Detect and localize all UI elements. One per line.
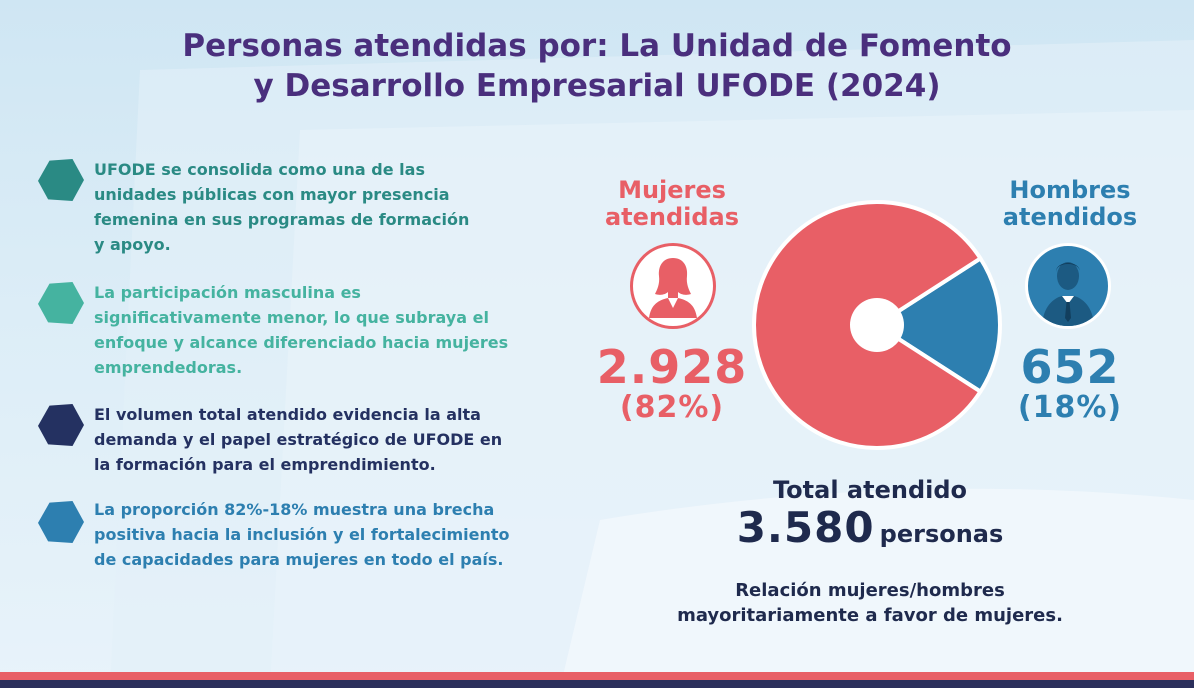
title-line-2: y Desarrollo Empresarial UFODE (2024) (253, 68, 941, 104)
hombres-value-block: 652 (18%) (990, 342, 1150, 424)
hombres-percent: (18%) (1017, 390, 1123, 425)
insight-text-1: UFODE se consolida como una de las unida… (94, 157, 524, 257)
total-unit: personas (879, 520, 1004, 548)
insight-3-line-2: demanda y el papel estratégico de UFODE … (94, 430, 503, 449)
relation-line-1: Relación mujeres/hombres (735, 580, 1005, 601)
insight-item-1: UFODE se consolida como una de las unida… (38, 157, 518, 267)
insight-1-line-3: femenina en sus programas de formación (94, 210, 470, 229)
insight-text-3: El volumen total atendido evidencia la a… (94, 402, 524, 477)
mujeres-percent: (82%) (619, 390, 725, 425)
hombres-label: Hombres atendidos (990, 177, 1150, 231)
insight-4-line-2: positiva hacia la inclusión y el fortale… (94, 525, 510, 544)
relation-line-2: mayoritariamente a favor de mujeres. (677, 605, 1063, 626)
mujeres-value-block: 2.928 (82%) (592, 342, 752, 424)
insight-2-line-3: enfoque y alcance diferenciado hacia muj… (94, 333, 509, 352)
woman-icon (630, 243, 716, 329)
pie-center-hole (850, 298, 904, 352)
insight-1-line-2: unidades públicas con mayor presencia (94, 185, 450, 204)
insight-item-2: La participación masculina es significat… (38, 280, 518, 390)
page-title: Personas atendidas por: La Unidad de Fom… (0, 26, 1194, 106)
hombres-label-line-1: Hombres (1009, 176, 1131, 204)
insight-2-line-2: significativamente menor, lo que subraya… (94, 308, 489, 327)
mujeres-label-line-2: atendidas (604, 203, 740, 231)
man-icon (1025, 243, 1111, 329)
insight-item-4: La proporción 82%-18% muestra una brecha… (38, 497, 518, 607)
pie-slice-hombres (875, 256, 1002, 394)
insight-1-line-1: UFODE se consolida como una de las (94, 160, 425, 179)
insight-text-2: La participación masculina es significat… (94, 280, 524, 380)
footer-stripe-navy (0, 680, 1194, 688)
insight-item-3: El volumen total atendido evidencia la a… (38, 402, 518, 512)
insight-3-line-3: la formación para el emprendimiento. (94, 455, 436, 474)
insight-3-line-1: El volumen total atendido evidencia la a… (94, 405, 481, 424)
insight-1-line-4: y apoyo. (94, 235, 171, 254)
hombres-label-line-2: atendidos (1002, 203, 1138, 231)
insight-2-line-1: La participación masculina es (94, 283, 361, 302)
insight-4-line-3: de capacidades para mujeres en todo el p… (94, 550, 504, 569)
relation-note: Relación mujeres/hombres mayoritariament… (660, 578, 1080, 628)
mujeres-label: Mujeres atendidas (592, 177, 752, 231)
total-label: Total atendido (772, 476, 968, 504)
insight-text-4: La proporción 82%-18% muestra una brecha… (94, 497, 524, 572)
title-line-1: Personas atendidas por: La Unidad de Fom… (182, 28, 1012, 64)
total-value-row: 3.580 personas (660, 503, 1080, 552)
insight-4-line-1: La proporción 82%-18% muestra una brecha (94, 500, 495, 519)
footer-stripe-red (0, 672, 1194, 680)
mujeres-value: 2.928 (596, 340, 748, 394)
hombres-value: 652 (1020, 340, 1120, 394)
mujeres-label-line-1: Mujeres (618, 176, 726, 204)
total-value: 3.580 (736, 503, 875, 552)
insight-2-line-4: emprendedoras. (94, 358, 243, 377)
